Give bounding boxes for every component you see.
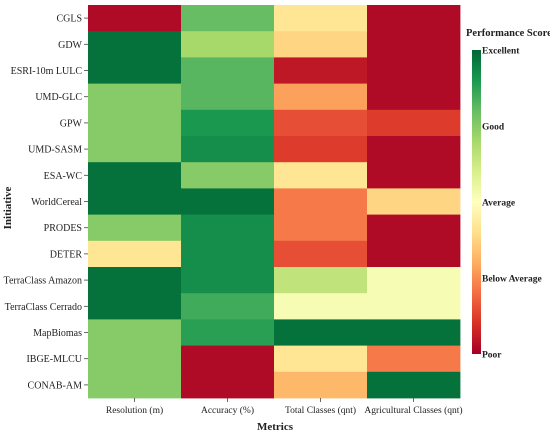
heatmap-cells xyxy=(88,5,461,399)
heatmap-cell xyxy=(181,83,275,111)
heatmap-cell xyxy=(181,345,275,373)
heatmap-cell xyxy=(88,188,182,215)
heatmap-cell xyxy=(274,31,368,58)
heatmap-cell xyxy=(181,371,275,399)
heatmap-cell xyxy=(88,267,182,294)
y-tick-label: TerraClass Amazon xyxy=(4,276,82,287)
heatmap-cell xyxy=(88,214,182,242)
heatmap-cell xyxy=(274,293,368,320)
heatmap-cell xyxy=(181,188,275,215)
heatmap-cell xyxy=(367,83,461,111)
heatmap-cell xyxy=(181,240,275,268)
x-tick-label: Agricultural Classes (qnt) xyxy=(364,405,462,416)
heatmap-cell xyxy=(88,319,182,346)
heatmap-cell xyxy=(367,57,461,84)
heatmap-cell xyxy=(88,345,182,373)
heatmap-cell xyxy=(181,57,275,84)
heatmap-cell xyxy=(181,162,275,189)
heatmap-cell xyxy=(367,31,461,58)
y-tick-label: ESRI-10m LULC xyxy=(11,66,83,77)
colorbar-labels: Excellent Good Average Below Average Poor xyxy=(482,47,542,361)
heatmap-cell xyxy=(88,162,182,189)
heatmap-cell xyxy=(88,293,182,320)
heatmap-cell xyxy=(367,267,461,294)
heatmap-cell xyxy=(88,136,182,163)
x-axis-title: Metrics xyxy=(257,421,294,433)
heatmap-cell xyxy=(274,57,368,84)
y-tick-label: ESA-WC xyxy=(44,171,83,182)
x-tick-label: Accuracy (%) xyxy=(201,405,254,416)
heatmap-cell xyxy=(181,267,275,294)
heatmap-cell xyxy=(367,136,461,163)
y-tick-label: UMD-GLC xyxy=(35,92,82,103)
heatmap-cell xyxy=(274,267,368,294)
heatmap-cell xyxy=(88,240,182,268)
y-tick-label: MapBiomas xyxy=(33,328,82,339)
heatmap-cell xyxy=(181,31,275,58)
heatmap-cell xyxy=(181,319,275,346)
x-tick-label: Total Classes (qnt) xyxy=(285,405,356,416)
heatmap-cell xyxy=(88,109,182,137)
heatmap-cell xyxy=(274,109,368,137)
heatmap-cell xyxy=(367,371,461,399)
y-axis-title: Initiative xyxy=(2,186,14,229)
heatmap-cell xyxy=(274,136,368,163)
y-tick-label: CONAB-AM xyxy=(28,380,83,391)
heatmap-cell xyxy=(367,162,461,189)
heatmap-cell xyxy=(88,5,182,32)
heatmap-cell xyxy=(274,214,368,242)
y-tick-label: UMD-SASM xyxy=(28,145,82,156)
y-tick-label: DETER xyxy=(50,249,83,260)
heatmap-cell xyxy=(274,240,368,268)
y-tick-label: PRODES xyxy=(44,223,82,234)
heatmap-cell xyxy=(274,345,368,373)
heatmap-cell xyxy=(274,162,368,189)
heatmap-cell xyxy=(274,83,368,111)
heatmap-cell xyxy=(88,83,182,111)
x-tick-labels: Resolution (m) Accuracy (%) Total Classes … xyxy=(106,398,463,416)
heatmap-cell xyxy=(367,109,461,137)
y-tick-label: IBGE-MLCU xyxy=(26,354,82,365)
colorbar-label: Excellent xyxy=(482,47,520,57)
heatmap-cell xyxy=(367,214,461,242)
heatmap-cell xyxy=(181,5,275,32)
y-tick-label: CGLS xyxy=(56,14,82,25)
heatmap-cell xyxy=(274,5,368,32)
heatmap-cell xyxy=(88,31,182,58)
colorbar-label: Average xyxy=(482,199,515,209)
heatmap-cell xyxy=(181,136,275,163)
y-tick-label: TerraClass Cerrado xyxy=(5,302,82,313)
heatmap-cell xyxy=(367,345,461,373)
y-tick-label: GDW xyxy=(58,40,82,51)
colorbar-label: Poor xyxy=(482,351,502,361)
heatmap-cell xyxy=(181,109,275,137)
y-tick-labels: CGLS GDW ESRI-10m LULC UMD-GLC GPW UMD-SASM ES… xyxy=(4,14,88,391)
colorbar-label: Good xyxy=(482,123,505,133)
colorbar xyxy=(472,50,481,354)
heatmap-cell xyxy=(274,319,368,346)
heatmap-cell xyxy=(367,5,461,32)
heatmap-cell xyxy=(88,371,182,399)
heatmap-cell xyxy=(367,293,461,320)
heatmap-cell xyxy=(367,188,461,215)
heatmap-cell xyxy=(274,371,368,399)
heatmap-cell xyxy=(181,293,275,320)
heatmap-cell xyxy=(181,214,275,242)
colorbar-label: Below Average xyxy=(482,275,542,285)
heatmap-cell xyxy=(367,319,461,346)
y-tick-label: WorldCereal xyxy=(31,197,82,208)
heatmap-cell xyxy=(88,57,182,84)
heatmap-cell xyxy=(274,188,368,215)
y-tick-label: GPW xyxy=(60,118,83,129)
legend-title: Performance Score xyxy=(466,28,550,39)
x-tick-label: Resolution (m) xyxy=(106,405,163,416)
heatmap-cell xyxy=(367,240,461,268)
